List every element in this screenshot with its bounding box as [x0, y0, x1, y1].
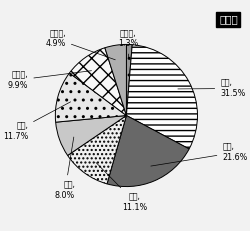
Text: 所在地: 所在地: [218, 15, 237, 24]
Text: 中区,
31.5%: 中区, 31.5%: [177, 79, 244, 98]
Text: 天竜区,
4.9%: 天竜区, 4.9%: [46, 29, 115, 60]
Wedge shape: [106, 116, 188, 187]
Wedge shape: [126, 44, 132, 116]
Wedge shape: [56, 116, 126, 155]
Wedge shape: [67, 116, 126, 184]
Text: 東区,
21.6%: 東区, 21.6%: [150, 143, 247, 166]
Text: 西区,
11.1%: 西区, 11.1%: [96, 162, 147, 212]
Text: 北区,
11.7%: 北区, 11.7%: [3, 102, 70, 141]
Wedge shape: [126, 45, 197, 149]
Text: 無回答,
1.3%: 無回答, 1.3%: [117, 29, 138, 57]
Text: 南区,
8.0%: 南区, 8.0%: [55, 137, 75, 200]
Wedge shape: [104, 44, 126, 116]
Wedge shape: [69, 48, 126, 116]
Wedge shape: [55, 73, 126, 122]
Text: 浜北区,
9.9%: 浜北区, 9.9%: [8, 70, 91, 90]
